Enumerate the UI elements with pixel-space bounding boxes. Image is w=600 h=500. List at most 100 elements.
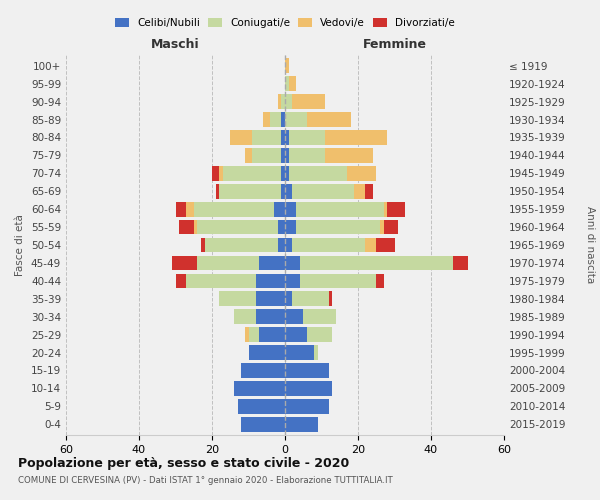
Bar <box>325 130 387 145</box>
Bar <box>241 417 285 432</box>
Bar <box>176 274 187 288</box>
Text: COMUNE DI CERVESINA (PV) - Dati ISTAT 1° gennaio 2020 - Elaborazione TUTTITALIA.: COMUNE DI CERVESINA (PV) - Dati ISTAT 1°… <box>18 476 393 485</box>
Bar <box>271 112 281 127</box>
Bar <box>281 184 285 198</box>
Bar <box>241 363 285 378</box>
Bar <box>179 220 194 234</box>
Bar <box>234 381 285 396</box>
Bar <box>187 202 194 216</box>
Bar <box>187 274 256 288</box>
Bar <box>281 166 285 180</box>
Bar <box>376 238 395 252</box>
Bar <box>248 328 259 342</box>
Bar <box>299 256 453 270</box>
Bar <box>259 328 285 342</box>
Bar <box>220 292 256 306</box>
Bar <box>285 112 307 127</box>
Bar <box>281 130 285 145</box>
Bar <box>355 184 365 198</box>
Bar <box>234 310 256 324</box>
Bar <box>325 148 373 162</box>
Bar <box>285 58 289 73</box>
Bar <box>292 184 355 198</box>
Bar <box>256 274 285 288</box>
Bar <box>285 381 332 396</box>
Bar <box>387 202 406 216</box>
Bar <box>453 256 467 270</box>
Bar <box>252 148 281 162</box>
Bar <box>248 345 285 360</box>
Bar <box>299 274 376 288</box>
Bar <box>278 94 281 109</box>
Bar <box>380 220 383 234</box>
Bar <box>303 310 336 324</box>
Bar <box>285 220 296 234</box>
Bar <box>296 220 380 234</box>
Text: Popolazione per età, sesso e stato civile - 2020: Popolazione per età, sesso e stato civil… <box>18 458 349 470</box>
Bar <box>365 238 376 252</box>
Bar <box>383 202 387 216</box>
Bar <box>285 148 289 162</box>
Bar <box>307 112 350 127</box>
Bar <box>307 328 332 342</box>
Bar <box>259 256 285 270</box>
Bar <box>172 256 197 270</box>
Bar <box>285 363 329 378</box>
Bar <box>223 166 281 180</box>
Bar <box>285 184 292 198</box>
Bar <box>285 399 329 413</box>
Bar <box>263 112 271 127</box>
Bar <box>296 202 383 216</box>
Bar <box>365 184 373 198</box>
Bar <box>281 94 285 109</box>
Bar <box>238 399 285 413</box>
Bar <box>285 292 292 306</box>
Text: Femmine: Femmine <box>362 38 427 52</box>
Bar <box>212 166 220 180</box>
Y-axis label: Fasce di età: Fasce di età <box>16 214 25 276</box>
Bar <box>256 310 285 324</box>
Bar <box>285 328 307 342</box>
Bar <box>289 76 296 91</box>
Bar <box>289 166 347 180</box>
Bar <box>292 94 325 109</box>
Bar <box>274 202 285 216</box>
Bar <box>197 220 278 234</box>
Bar <box>285 94 292 109</box>
Bar <box>285 310 303 324</box>
Bar <box>220 184 281 198</box>
Bar <box>285 256 299 270</box>
Bar <box>194 220 197 234</box>
Bar <box>285 417 318 432</box>
Bar <box>285 76 289 91</box>
Bar <box>197 256 259 270</box>
Bar <box>383 220 398 234</box>
Bar <box>176 202 187 216</box>
Bar <box>285 345 314 360</box>
Bar <box>281 112 285 127</box>
Bar <box>289 148 325 162</box>
Bar <box>194 202 274 216</box>
Bar <box>285 130 289 145</box>
Bar <box>281 148 285 162</box>
Bar <box>289 130 325 145</box>
Bar <box>285 202 296 216</box>
Legend: Celibi/Nubili, Coniugati/e, Vedovi/e, Divorziati/e: Celibi/Nubili, Coniugati/e, Vedovi/e, Di… <box>112 14 458 31</box>
Bar <box>252 130 281 145</box>
Bar <box>278 220 285 234</box>
Bar <box>292 238 365 252</box>
Bar <box>220 166 223 180</box>
Bar <box>278 238 285 252</box>
Y-axis label: Anni di nascita: Anni di nascita <box>585 206 595 284</box>
Bar <box>347 166 376 180</box>
Bar <box>256 292 285 306</box>
Bar <box>376 274 383 288</box>
Bar <box>230 130 252 145</box>
Bar <box>245 328 248 342</box>
Bar <box>314 345 318 360</box>
Bar <box>285 166 289 180</box>
Bar <box>201 238 205 252</box>
Bar <box>205 238 278 252</box>
Bar <box>245 148 252 162</box>
Bar <box>215 184 220 198</box>
